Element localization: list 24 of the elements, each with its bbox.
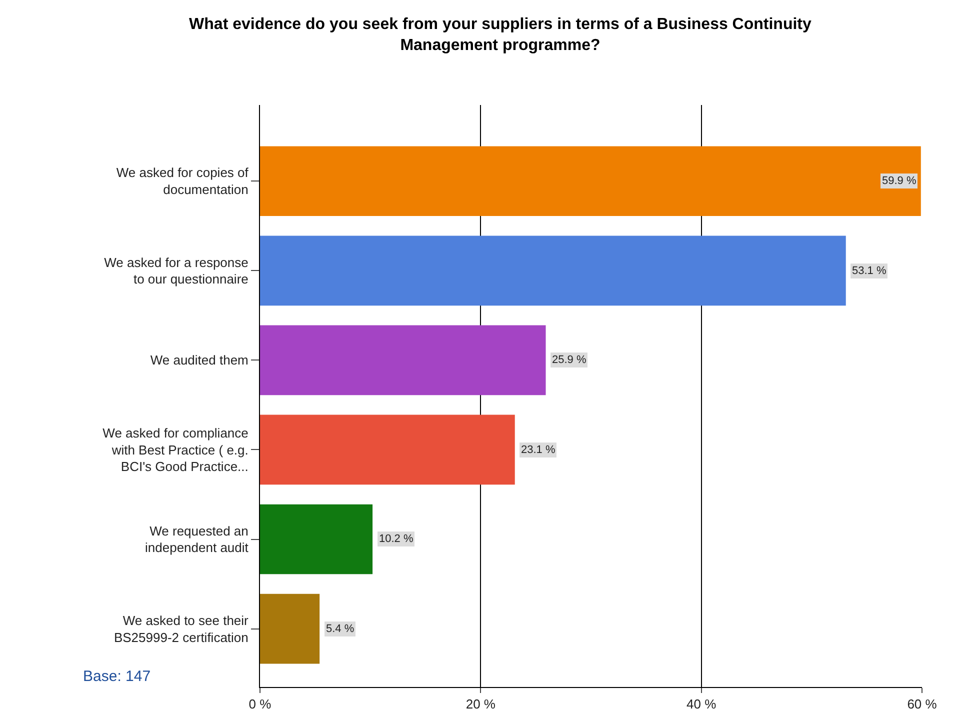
y-tick-label: We audited them <box>150 352 248 368</box>
bar <box>260 504 373 574</box>
bar <box>260 325 546 396</box>
data-label: 10.2 % <box>379 533 414 545</box>
y-tick-label: We requested an independent audit <box>145 523 249 556</box>
chart-title: What evidence do you seek from your suppliers in terms of a Business Continuity Management programme? <box>189 16 812 54</box>
bar <box>260 236 846 306</box>
bar <box>260 594 320 664</box>
data-label: 25.9 % <box>552 354 586 366</box>
y-tick-label: We asked for compliance with Best Practice ( e.g. BCI's Good Practice... <box>102 425 248 474</box>
x-tick-label: 0 % <box>248 696 272 712</box>
x-tick-label: 20 % <box>466 696 496 712</box>
y-tick-label: We asked to see their BS25999-2 certification <box>114 612 250 645</box>
y-tick-label: We asked for a response to our questionnaire <box>104 254 248 287</box>
bar <box>260 146 921 216</box>
x-tick-label: 40 % <box>686 696 717 712</box>
y-tick-label: We asked for copies of documentation <box>116 165 249 198</box>
data-label: 53.1 % <box>852 265 886 277</box>
data-label: 23.1 % <box>521 444 556 456</box>
text: Base: 147 <box>83 668 151 685</box>
data-label: 59.9 % <box>882 175 916 187</box>
data-label: 5.4 % <box>326 623 354 635</box>
x-tick-label: 60 % <box>907 696 938 712</box>
bar <box>260 414 515 485</box>
